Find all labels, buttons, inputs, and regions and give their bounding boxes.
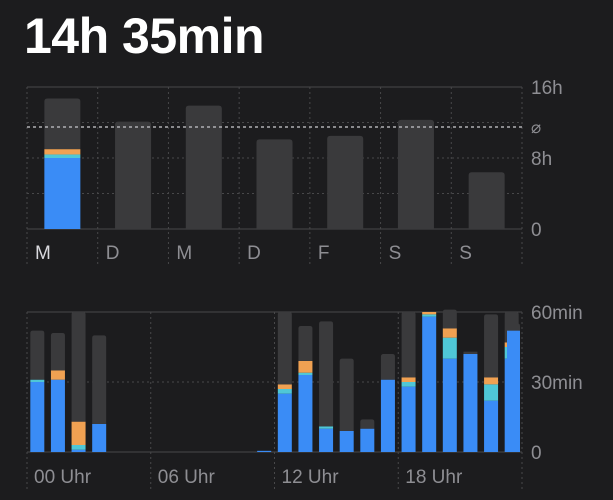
hourly-bar-gray-segment [319,321,334,427]
weekly-day-label: S [459,243,472,264]
weekly-day-label: F [318,243,330,264]
hourly-bar-blue-segment [442,358,457,452]
hourly-bar-cyan-segment [484,384,499,401]
hourly-bar-blue-segment [257,450,272,452]
hourly-bar-blue-segment [298,375,313,452]
weekly-average-symbol: ⌀ [531,118,541,137]
hourly-bar-gray-segment [442,309,457,329]
weekly-bars [44,98,505,229]
hourly-x-tick-label: 12 Uhr [282,467,340,488]
hourly-bar-cyan-segment [442,337,457,359]
hourly-bar-gray-segment [277,312,292,385]
hourly-grid [26,311,523,490]
hourly-bar-gray-segment [401,312,416,378]
hourly-bar-blue-segment [277,393,292,452]
hourly-bar-blue-segment [380,379,395,452]
hourly-bar-cyan-segment [277,389,292,394]
hourly-bar-cyan-segment [422,314,437,317]
weekly-bar-blue-segment [44,158,81,229]
weekly-bar-gray-segment [256,139,293,229]
hourly-x-tick-label: 06 Uhr [158,467,216,488]
hourly-bars [30,309,520,452]
hourly-bar-gray-segment [484,314,499,378]
hourly-bar-cyan-segment [319,426,334,429]
weekly-bar-gray-segment [185,105,222,229]
hourly-y-tick-label: 30min [531,373,583,394]
hourly-bar-blue-segment [507,330,520,452]
hourly-bar-blue-segment [360,428,375,452]
hourly-bar-gray-segment [507,323,520,331]
hourly-bar-orange-segment [401,377,416,382]
weekly-day-label: S [389,243,402,264]
hourly-x-tick-label: 00 Uhr [34,467,92,488]
hourly-bar-blue-segment [319,428,334,452]
weekly-bar-gray-segment [115,121,152,229]
weekly-bar-gray-segment [327,135,364,229]
hourly-bar-cyan-segment [30,379,45,382]
hourly-bar-gray-segment [339,358,354,431]
hourly-bar-gray-segment [380,354,395,380]
hourly-bar-blue-segment [422,316,437,452]
weekly-bar-orange-segment [44,149,81,155]
hourly-bar-gray-segment [92,335,107,424]
hourly-bar-blue-segment [50,379,65,452]
hourly-bar-orange-segment [484,377,499,385]
hourly-bar-orange-segment [422,312,437,315]
hourly-bar-cyan-segment [401,382,416,387]
hourly-bar-blue-segment [339,431,354,452]
hourly-bar-blue-segment [463,354,478,452]
weekly-day-label: D [247,243,261,264]
hourly-bar-blue-segment [484,400,499,452]
hourly-bar-orange-segment [277,384,292,389]
total-screen-time: 14h 35min [24,8,265,64]
hourly-bar-gray-segment [298,326,313,361]
hourly-bar-cyan-segment [71,445,86,450]
weekly-y-tick-label: 0 [531,220,542,241]
hourly-y-tick-label: 0 [531,443,542,464]
weekly-y-tick-label: 8h [531,149,552,170]
hourly-y-tick-label: 60min [531,303,583,324]
hourly-bar-cyan-segment [298,372,313,375]
hourly-bar-blue-segment [401,386,416,452]
weekly-y-tick-label: 16h [531,78,563,99]
hourly-bar-blue-segment [92,424,107,452]
hourly-bar-gray-segment [50,333,65,371]
weekly-bar-gray-segment [44,98,81,150]
weekly-bar-gray-segment [397,119,434,229]
hourly-bar-gray-segment [360,419,375,429]
weekly-bar-gray-segment [468,172,505,229]
hourly-bar-gray-segment [30,330,45,380]
hourly-bar-gray-segment [71,312,86,422]
hourly-bar-orange-segment [50,370,65,380]
hourly-bar-orange-segment [442,328,457,338]
hourly-bar-blue-segment [30,382,45,452]
hourly-x-tick-label: 18 Uhr [405,467,463,488]
weekly-bar-cyan-segment [44,154,81,158]
weekly-day-label: M [35,243,51,264]
weekly-day-label: M [176,243,192,264]
weekly-day-label: D [106,243,120,264]
hourly-bar-orange-segment [298,361,313,373]
hourly-bar-blue-segment [71,449,86,452]
hourly-bar-orange-segment [71,421,86,445]
hourly-bar-gray-segment [463,351,478,354]
